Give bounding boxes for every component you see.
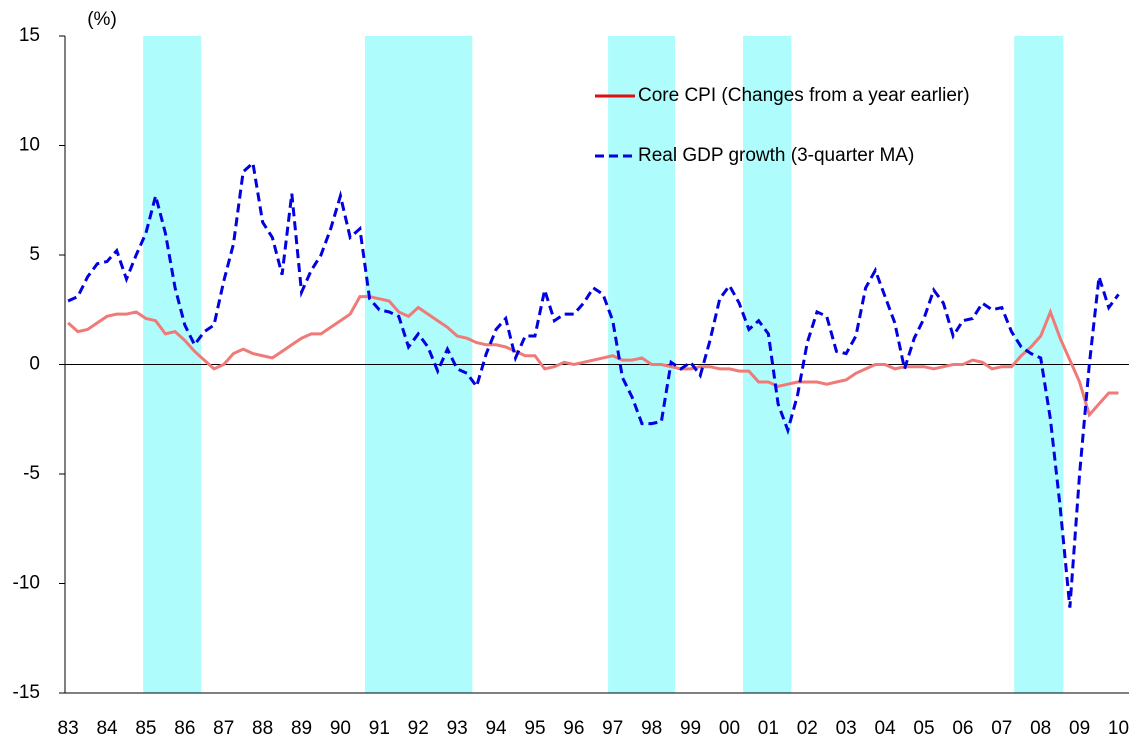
x-tick-label: 10 xyxy=(1108,718,1129,739)
x-tick-label: 06 xyxy=(952,718,973,739)
y-axis-label: (%) xyxy=(87,9,117,30)
x-tick-label: 92 xyxy=(408,718,429,739)
x-tick-label: 85 xyxy=(135,718,156,739)
x-tick-label: 08 xyxy=(1030,718,1051,739)
legend-label: Real GDP growth (3-quarter MA) xyxy=(638,145,914,166)
y-tick-label: 15 xyxy=(19,25,40,46)
x-tick-label: 03 xyxy=(836,718,857,739)
legend-label: Core CPI (Changes from a year earlier) xyxy=(638,85,970,106)
x-tick-label: 07 xyxy=(991,718,1012,739)
x-tick-label: 86 xyxy=(174,718,195,739)
y-tick-label: 5 xyxy=(29,244,40,265)
y-tick-label: 10 xyxy=(19,135,40,156)
y-tick-label: -5 xyxy=(23,463,40,484)
x-tick-label: 94 xyxy=(485,718,507,739)
x-tick-label: 01 xyxy=(758,718,779,739)
x-tick-label: 97 xyxy=(602,718,623,739)
x-tick-label: 91 xyxy=(369,718,390,739)
x-tick-label: 04 xyxy=(875,718,897,739)
y-tick-label: -10 xyxy=(13,573,40,594)
x-tick-label: 87 xyxy=(213,718,234,739)
x-tick-label: 05 xyxy=(913,718,934,739)
x-tick-label: 90 xyxy=(330,718,351,739)
x-tick-label: 93 xyxy=(447,718,468,739)
x-tick-label: 83 xyxy=(58,718,79,739)
y-tick-label: 0 xyxy=(29,354,40,375)
x-tick-label: 89 xyxy=(291,718,312,739)
x-tick-label: 88 xyxy=(252,718,273,739)
x-tick-label: 00 xyxy=(719,718,740,739)
x-tick-label: 02 xyxy=(797,718,818,739)
x-tick-label: 09 xyxy=(1069,718,1090,739)
y-tick-label: -15 xyxy=(13,682,40,703)
x-tick-label: 96 xyxy=(563,718,584,739)
series-line xyxy=(67,295,1119,418)
x-tick-label: 98 xyxy=(641,718,662,739)
x-tick-label: 84 xyxy=(96,718,118,739)
x-tick-label: 95 xyxy=(524,718,545,739)
x-tick-label: 99 xyxy=(680,718,701,739)
series-line xyxy=(67,160,1120,608)
